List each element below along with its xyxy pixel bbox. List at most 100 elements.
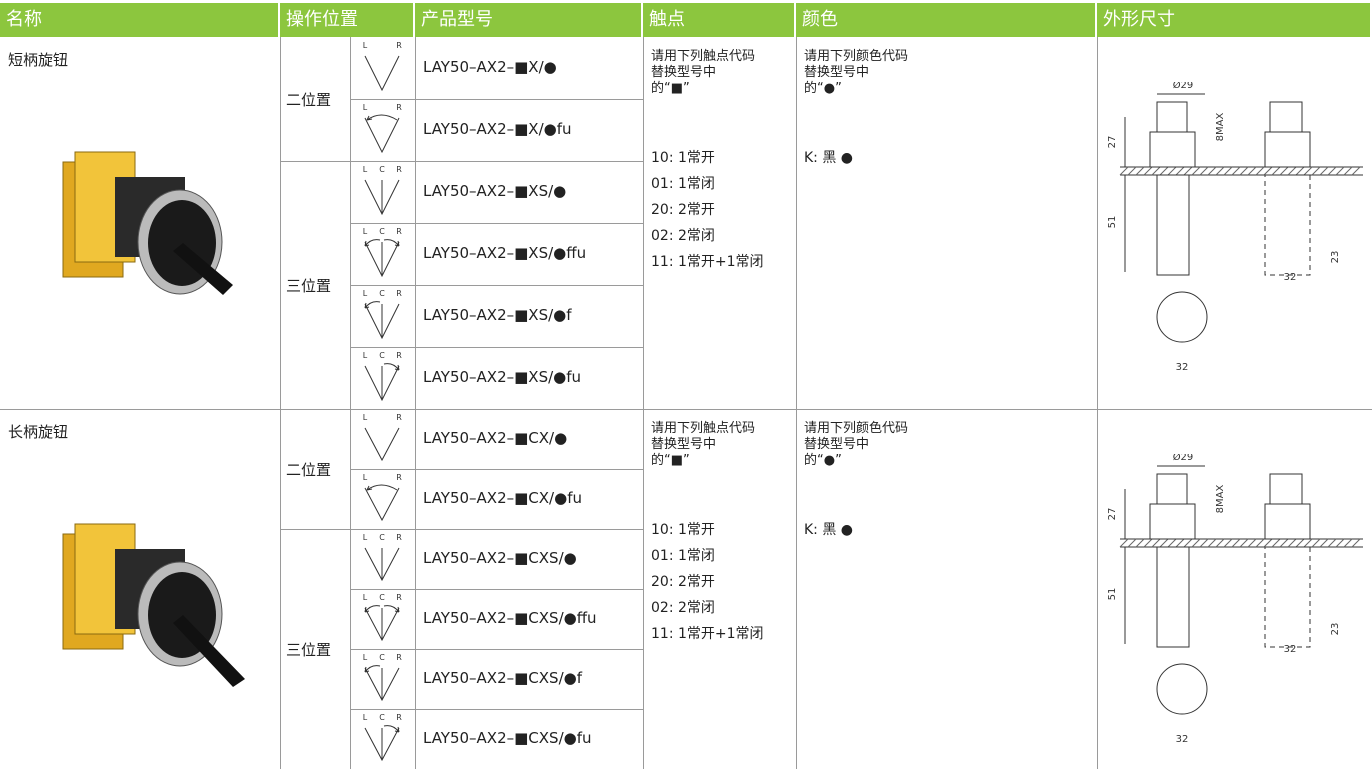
product-photo — [62, 151, 233, 295]
dimension-label: 8MAX — [1215, 113, 1226, 142]
dimension-label: 32 — [1176, 362, 1189, 372]
hatch — [1255, 166, 1265, 176]
hatch — [1271, 538, 1281, 548]
outline — [1264, 503, 1311, 540]
product-name: 长柄旋钮 — [8, 423, 69, 441]
hatch — [1231, 166, 1241, 176]
header-cell: 颜色 — [796, 3, 1097, 37]
hatch — [1287, 538, 1297, 548]
switch-label: L — [363, 413, 368, 422]
hatch — [1271, 166, 1281, 176]
switch-arrow — [364, 605, 400, 613]
switch-label: C — [379, 533, 385, 542]
switch-arrow — [383, 363, 400, 371]
outline — [1149, 503, 1196, 540]
contact-text: 10: 1常开 — [651, 150, 715, 166]
model-code: LAY50–AX2–■XS/●f — [423, 306, 572, 324]
hatch — [1295, 538, 1305, 548]
product-name: 短柄旋钮 — [8, 51, 69, 69]
switch-label: C — [379, 165, 385, 174]
switch-arrow — [366, 484, 398, 491]
hatch — [1327, 538, 1337, 548]
hatch — [1239, 538, 1249, 548]
switch-label: L — [363, 593, 368, 602]
dimension-label: 32 — [1176, 734, 1189, 744]
switch-label: L — [363, 653, 368, 662]
hatch — [1151, 538, 1161, 548]
border-line — [350, 285, 643, 286]
dimension-label: 32 — [1284, 644, 1297, 655]
dimension-label: 23 — [1330, 623, 1341, 636]
switch-arrow — [364, 665, 381, 673]
switch-line — [364, 303, 400, 340]
switch-label: R — [396, 351, 402, 360]
border-line — [350, 99, 643, 100]
hatch — [1255, 538, 1265, 548]
border-line — [280, 529, 643, 530]
hatch — [1215, 166, 1225, 176]
dimension-label: 32 — [1284, 272, 1297, 283]
hatch — [1319, 166, 1329, 176]
switch-label: C — [379, 227, 385, 236]
hatch — [1207, 538, 1217, 548]
hatch — [1311, 538, 1321, 548]
hatch — [1127, 538, 1137, 548]
color-text: 替换型号中 — [804, 65, 870, 80]
color-text: 请用下列颜色代码 — [804, 49, 909, 64]
switch-line — [364, 241, 400, 278]
hatch — [1343, 538, 1353, 548]
outline — [1264, 174, 1311, 276]
hatch — [1119, 538, 1129, 548]
hatch — [1183, 166, 1193, 176]
switch-label: L — [363, 713, 368, 722]
hatch — [1263, 538, 1273, 548]
hatch — [1135, 538, 1145, 548]
border-line — [350, 589, 643, 590]
outline — [1156, 174, 1190, 276]
position-label: 三位置 — [286, 641, 332, 659]
border-line — [0, 409, 1372, 410]
hatch — [1319, 538, 1329, 548]
contact-text: 01: 1常闭 — [651, 548, 715, 564]
header-cell: 产品型号 — [415, 3, 643, 37]
dimension-label: 8MAX — [1215, 485, 1226, 514]
contact-text: 20: 2常开 — [651, 574, 715, 590]
color-text: 的“●” — [804, 81, 842, 96]
hatch — [1231, 538, 1241, 548]
border-line — [350, 223, 643, 224]
switch-line — [364, 365, 400, 402]
hatch — [1159, 538, 1169, 548]
model-code: LAY50–AX2–■CX/●fu — [423, 489, 582, 507]
handle — [173, 243, 233, 295]
switch-line — [364, 179, 400, 216]
border-line — [280, 409, 281, 769]
outline — [1264, 546, 1311, 648]
hatch — [1247, 166, 1257, 176]
switch-label: L — [363, 165, 368, 174]
hatch — [1167, 166, 1177, 176]
contact-text: 请用下列触点代码 — [651, 421, 756, 436]
outline — [1264, 131, 1311, 168]
hatch — [1351, 166, 1361, 176]
switch-line — [364, 487, 400, 522]
hatch — [1351, 538, 1361, 548]
switch-line — [364, 667, 400, 702]
dimension-drawing: Ø29 8MAX 27 51 23 32 32 — [1107, 82, 1363, 372]
switch-line — [364, 607, 400, 642]
border-line — [1097, 409, 1098, 769]
contact-text: 10: 1常开 — [651, 522, 715, 538]
hatch — [1199, 166, 1209, 176]
switch-line — [364, 727, 400, 762]
model-code: LAY50–AX2–■CXS/●f — [423, 669, 582, 687]
contact-text: 11: 1常开+1常闭 — [651, 254, 764, 270]
border-line — [796, 37, 797, 409]
hatch — [1175, 166, 1185, 176]
handle — [173, 615, 245, 687]
position-label: 二位置 — [286, 461, 332, 479]
